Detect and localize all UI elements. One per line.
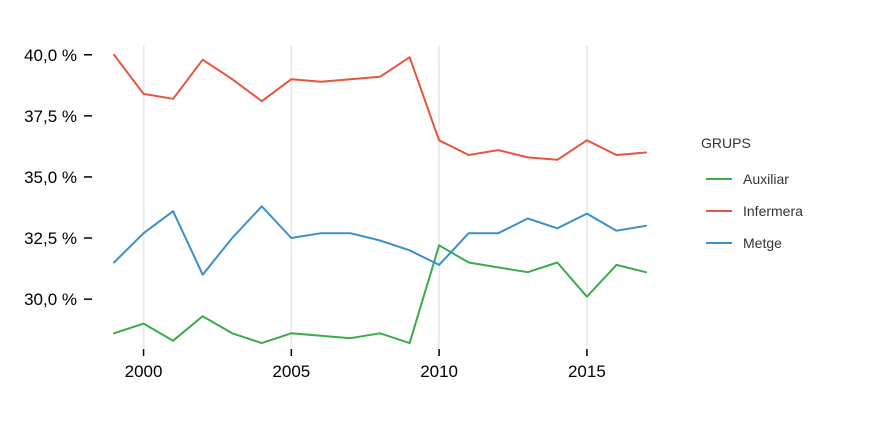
legend: GRUPS Auxiliar Infermera Metge bbox=[701, 135, 803, 251]
series-line-auxiliar bbox=[113, 244, 647, 345]
series-line-metge bbox=[113, 205, 647, 276]
legend-title: GRUPS bbox=[701, 135, 751, 151]
y-tick-label: 37,5 % bbox=[24, 107, 77, 126]
x-tick-label: 2010 bbox=[420, 362, 458, 381]
y-tick-label: 32,5 % bbox=[24, 229, 77, 248]
x-tick-label: 2000 bbox=[125, 362, 163, 381]
legend-items: Auxiliar Infermera Metge bbox=[706, 171, 803, 251]
y-tick-label: 35,0 % bbox=[24, 168, 77, 187]
vertical-gridlines bbox=[142, 45, 588, 348]
y-tick-label: 40,0 % bbox=[24, 46, 77, 65]
series-lines bbox=[113, 53, 647, 345]
y-tick-label: 30,0 % bbox=[24, 290, 77, 309]
x-axis: 2000 2005 2010 2015 bbox=[125, 349, 606, 381]
legend-label-infermera: Infermera bbox=[743, 203, 803, 219]
x-tick-label: 2005 bbox=[272, 362, 310, 381]
series-line-infermera bbox=[113, 53, 647, 161]
x-tick-label: 2015 bbox=[568, 362, 606, 381]
y-axis: 30,0 % 32,5 % 35,0 % 37,5 % 40,0 % bbox=[24, 46, 92, 309]
legend-label-metge: Metge bbox=[743, 235, 782, 251]
legend-label-auxiliar: Auxiliar bbox=[743, 171, 789, 187]
